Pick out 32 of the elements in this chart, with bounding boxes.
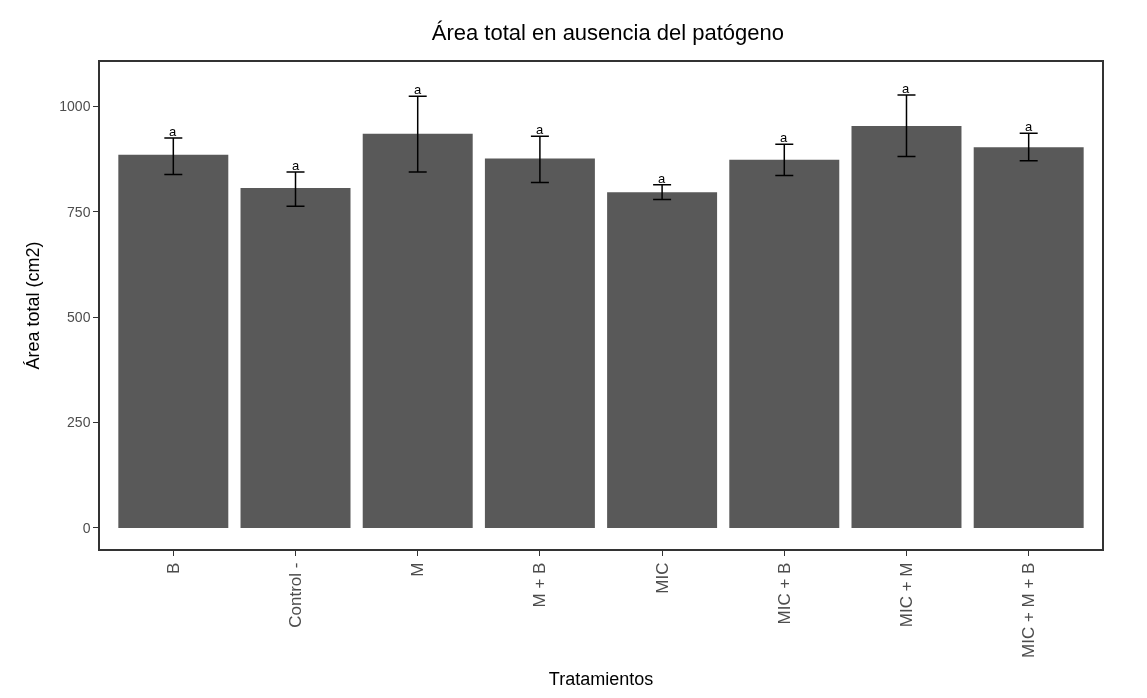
bar <box>851 126 962 528</box>
x-tick-label: MIC + M <box>897 562 917 628</box>
bar <box>118 154 229 528</box>
chart-title: Área total en ausencia del patógeno <box>431 19 785 45</box>
bar <box>973 147 1084 528</box>
annotation: a <box>292 158 300 173</box>
annotation: a <box>536 122 544 137</box>
x-tick-label: B <box>163 562 183 574</box>
annotation: a <box>780 130 788 145</box>
y-tick-label: 500 <box>67 309 91 325</box>
annotation: a <box>1025 119 1033 134</box>
bar <box>607 192 718 528</box>
bar <box>240 188 351 528</box>
bar <box>362 133 473 528</box>
x-tick-label: M + B <box>530 562 550 608</box>
x-tick-label: MIC + B <box>774 562 794 625</box>
x-axis-title: Tratamientos <box>548 668 654 689</box>
x-tick-label: MIC + M + B <box>1019 562 1039 658</box>
x-tick-label: M <box>408 562 428 577</box>
x-tick-label: MIC <box>652 562 672 594</box>
y-tick-label: 750 <box>67 203 91 220</box>
y-axis-title: Área total (cm2) <box>22 241 43 370</box>
annotation: a <box>902 81 910 96</box>
y-tick-label: 0 <box>82 519 91 536</box>
bar <box>729 159 840 528</box>
x-tick-label: Control - <box>286 562 306 628</box>
annotation: a <box>658 171 666 186</box>
y-tick-label: 250 <box>67 414 91 431</box>
annotation: a <box>169 124 177 139</box>
annotation: a <box>414 82 422 97</box>
bar <box>484 158 595 528</box>
y-tick-label: 1000 <box>59 98 91 115</box>
